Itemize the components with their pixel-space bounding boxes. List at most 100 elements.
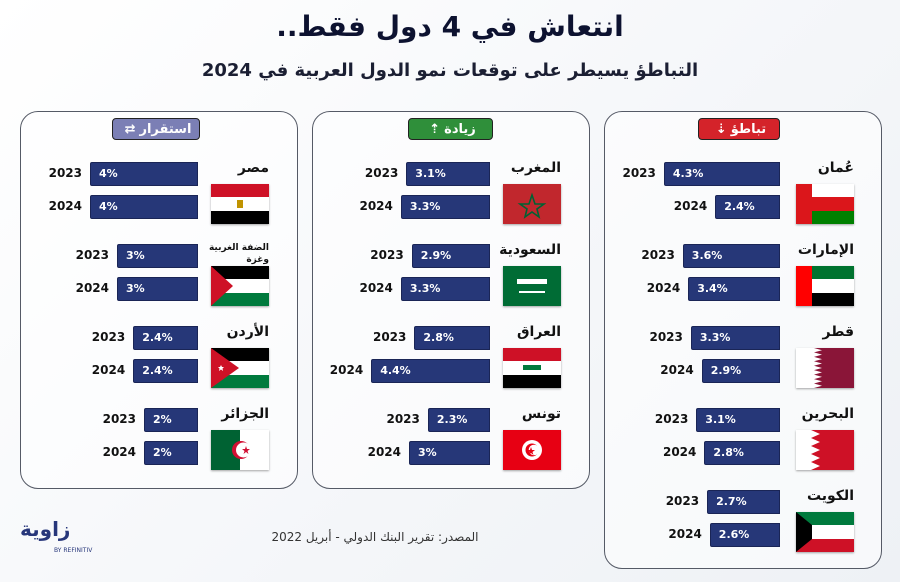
bar-value-label: 3.1% <box>415 167 446 180</box>
country-name: الإمارات <box>797 242 854 258</box>
bar-value-label: 3% <box>126 282 145 295</box>
country-name: تونس <box>521 406 561 422</box>
country-name: مصر <box>237 160 269 176</box>
bar-2023: 2.7% <box>707 490 780 514</box>
year-label: 2024 <box>646 281 681 295</box>
bar-2023: 2.9% <box>411 244 490 268</box>
bar-value-label: 2% <box>153 413 172 426</box>
bar-value-label: 3% <box>418 446 437 459</box>
bar-value-label: 2.4% <box>142 331 173 344</box>
country-name: عُمان <box>817 160 854 176</box>
country-name: البحرين <box>801 406 854 422</box>
bar-2024: 3.3% <box>400 195 490 219</box>
year-label: 2023 <box>370 248 404 262</box>
category-label: تباطؤ <box>730 122 767 137</box>
year-label: 2023 <box>649 330 683 344</box>
year-label: 2024 <box>359 199 393 213</box>
bar-value-label: 2.9% <box>710 364 742 377</box>
logo-sub: BY REFINITIV <box>54 547 93 554</box>
bar-value-label: 2.8% <box>423 331 454 344</box>
bar-value-label: 3.1% <box>705 413 736 426</box>
page-title: انتعاش في 4 دول فقط.. <box>276 10 624 43</box>
country-name: الأردن <box>226 324 269 340</box>
year-label: 2024 <box>662 445 697 459</box>
bar-2023: 3.1% <box>696 408 780 432</box>
bar-2023: 2% <box>144 408 198 432</box>
year-label: 2023 <box>386 412 420 426</box>
bar-2024: 3% <box>117 277 198 301</box>
bar-2024: 3.4% <box>688 277 780 301</box>
bar-value-label: 2.6% <box>718 528 750 541</box>
logo-name: زاوية <box>20 517 71 541</box>
bar-2024: 3.3% <box>400 277 490 301</box>
algeria-flag-icon <box>211 430 269 470</box>
bar-value-label: 2.8% <box>713 446 744 459</box>
category-badge: زيادة⇡ <box>408 118 493 140</box>
bar-value-label: 2.9% <box>420 249 452 262</box>
morocco-flag-icon <box>503 184 561 224</box>
bar-2023: 4.3% <box>663 162 780 186</box>
arrow-down-icon: ⇣ <box>715 122 727 137</box>
year-label: 2023 <box>654 412 689 426</box>
country-name: السعودية <box>499 242 561 258</box>
bar-2024: 2.9% <box>701 359 780 383</box>
bar-2024: 2.6% <box>709 523 780 547</box>
bar-2023: 4% <box>90 162 198 186</box>
year-label: 2024 <box>367 445 401 459</box>
year-label: 2024 <box>660 363 694 377</box>
country-name: المغرب <box>510 160 561 176</box>
bar-2023: 2.4% <box>133 326 198 350</box>
year-label: 2023 <box>75 248 109 262</box>
bar-2023: 3.3% <box>690 326 780 350</box>
bar-2024: 2.4% <box>133 359 198 383</box>
bar-2024: 2% <box>144 441 198 465</box>
bar-2023: 2.8% <box>414 326 490 350</box>
bar-2023: 3% <box>117 244 198 268</box>
uae-flag-icon <box>796 266 854 306</box>
bar-value-label: 3% <box>126 249 145 262</box>
bar-2024: 4% <box>90 195 198 219</box>
bar-value-label: 3.4% <box>697 282 728 295</box>
bar-2023: 3.6% <box>682 244 780 268</box>
bar-value-label: 2.4% <box>142 364 173 377</box>
year-label: 2023 <box>622 166 656 180</box>
year-label: 2024 <box>48 199 82 213</box>
year-label: 2023 <box>102 412 136 426</box>
year-label: 2023 <box>641 248 675 262</box>
bar-2023: 3.1% <box>406 162 490 186</box>
bar-value-label: 2.3% <box>436 413 468 426</box>
year-label: 2024 <box>673 199 708 213</box>
category-badge: استقرار⇄ <box>112 118 200 140</box>
saudi-flag-icon <box>503 266 561 306</box>
year-label: 2024 <box>359 281 393 295</box>
bar-value-label: 4% <box>99 200 118 213</box>
category-badge: تباطؤ⇣ <box>698 118 780 140</box>
country-name: الجزائر <box>221 406 269 422</box>
country-name: الضفة الغربية وغزة <box>208 243 269 265</box>
year-label: 2023 <box>48 166 82 180</box>
oman-flag-icon <box>796 184 854 224</box>
bar-value-label: 4.4% <box>380 364 411 377</box>
bar-value-label: 4.3% <box>672 167 704 180</box>
egypt-flag-icon <box>211 184 269 224</box>
year-label: 2024 <box>91 363 126 377</box>
year-label: 2024 <box>668 527 702 541</box>
bar-2024: 4.4% <box>371 359 490 383</box>
bar-value-label: 2.4% <box>724 200 755 213</box>
year-label: 2024 <box>102 445 136 459</box>
tunisia-flag-icon <box>503 430 561 470</box>
qatar-flag-icon <box>796 348 854 388</box>
year-label: 2023 <box>91 330 126 344</box>
swap-arrows-icon: ⇄ <box>124 122 136 137</box>
arrow-up-icon: ⇡ <box>429 122 441 137</box>
category-label: استقرار <box>139 122 192 137</box>
bar-2024: 2.4% <box>715 195 780 219</box>
bahrain-flag-icon <box>796 430 854 470</box>
category-label: زيادة <box>444 122 476 137</box>
bar-value-label: 3.3% <box>409 282 441 295</box>
bar-value-label: 2.7% <box>716 495 747 508</box>
bar-2024: 3% <box>409 441 490 465</box>
source-note: المصدر: تقرير البنك الدولي - أبريل 2022 <box>271 530 479 544</box>
iraq-flag-icon <box>503 348 561 388</box>
kuwait-flag-icon <box>796 512 854 552</box>
